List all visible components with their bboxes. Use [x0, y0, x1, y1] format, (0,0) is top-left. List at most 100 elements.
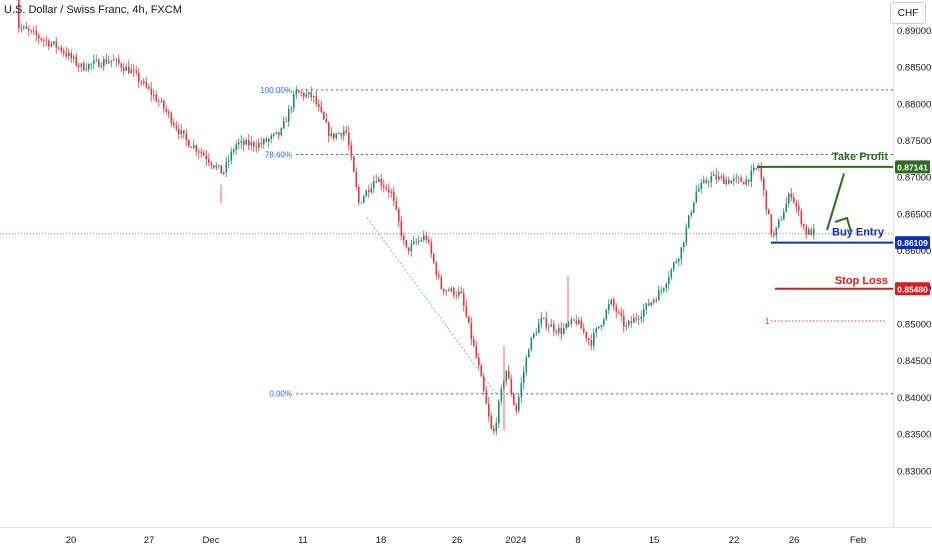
candle-body	[595, 328, 598, 333]
candle-body	[580, 320, 583, 329]
candle-body	[305, 93, 308, 97]
stop-marker-label: 1	[765, 317, 770, 326]
candle-body	[505, 370, 508, 382]
candle-body	[410, 243, 413, 252]
trade-level-label: Buy Entry	[832, 227, 885, 239]
candle-body	[318, 104, 320, 107]
candle-body	[323, 111, 325, 120]
candle-body	[760, 166, 763, 179]
candle-body	[280, 128, 283, 136]
candle-body	[65, 52, 68, 57]
candle-body	[778, 220, 780, 228]
candle-body	[258, 142, 260, 148]
candle-body	[455, 295, 458, 297]
candle-body	[48, 40, 50, 47]
candle-body	[130, 69, 133, 74]
candle-body	[338, 133, 340, 134]
candle-body	[530, 337, 533, 350]
candle-body	[470, 322, 473, 340]
candle-body	[295, 90, 298, 95]
candle-body	[343, 130, 345, 136]
price-tag	[895, 282, 930, 296]
candle-body	[545, 317, 548, 328]
candle-body	[150, 88, 153, 95]
candle-body	[733, 178, 735, 181]
candle-body	[703, 180, 705, 183]
candle-body	[328, 122, 330, 137]
candle-body	[628, 321, 630, 326]
candle-body	[278, 131, 280, 136]
candle-body	[253, 142, 255, 147]
candle-body	[98, 59, 100, 68]
candle-body	[445, 290, 448, 292]
candle-body	[330, 133, 333, 137]
candle-body	[40, 38, 43, 41]
y-tick-label: 0.89000	[897, 26, 931, 37]
candle-body	[385, 187, 388, 190]
candle-body	[120, 63, 123, 68]
candle-body	[648, 303, 650, 306]
candle-body	[725, 179, 728, 184]
candle-body	[238, 142, 240, 145]
candle-body	[475, 345, 478, 358]
x-tick-label: Dec	[203, 535, 220, 546]
candle-body	[808, 229, 810, 235]
candle-body	[743, 181, 745, 185]
candle-body	[813, 228, 815, 236]
candle-body	[80, 63, 83, 67]
candle-body	[528, 349, 530, 358]
candle-body	[218, 165, 220, 166]
candle-body	[583, 328, 585, 332]
candle-body	[243, 140, 245, 145]
candle-body	[400, 221, 403, 236]
candle-body	[145, 81, 148, 87]
candle-body	[745, 179, 748, 185]
candle-body	[310, 92, 313, 97]
candle-body	[103, 59, 105, 67]
candle-body	[563, 328, 565, 334]
candle-body	[35, 30, 38, 36]
candle-body	[770, 214, 773, 235]
candle-body	[345, 130, 348, 133]
candle-body	[245, 139, 248, 145]
candle-body	[645, 303, 648, 310]
candle-body	[75, 56, 78, 66]
y-tick-label: 0.83000	[897, 466, 931, 477]
candle-body	[403, 235, 405, 240]
candle-body	[578, 320, 580, 324]
candle-body	[635, 318, 638, 320]
candle-body	[673, 262, 675, 270]
candle-body	[450, 288, 453, 292]
trade-level-label: Take Profit	[832, 151, 888, 163]
candle-body	[170, 113, 173, 124]
candle-body	[73, 56, 75, 59]
candle-body	[535, 333, 538, 334]
candle-body	[798, 206, 800, 211]
candle-body	[358, 186, 360, 203]
candle-body	[30, 30, 33, 32]
candle-body	[440, 277, 443, 289]
candle-body	[340, 133, 343, 136]
candle-body	[623, 315, 625, 327]
candle-body	[405, 239, 408, 248]
fib-level-label: 0.00%	[269, 390, 292, 399]
currency-button[interactable]: CHF	[890, 2, 926, 24]
candle-body	[263, 139, 265, 145]
candle-body	[63, 51, 65, 53]
candle-body	[573, 319, 575, 321]
candle-body	[100, 66, 103, 68]
candle-body	[255, 146, 258, 148]
candle-body	[480, 365, 483, 377]
y-tick-label: 0.85000	[897, 320, 931, 331]
candle-body	[650, 302, 653, 306]
candle-body	[193, 145, 195, 148]
candle-body	[265, 139, 268, 142]
candle-body	[383, 185, 385, 188]
candle-body	[360, 202, 363, 204]
candle-body	[660, 290, 663, 292]
candle-body	[268, 138, 270, 142]
candle-body	[173, 123, 175, 126]
candle-body	[700, 182, 703, 189]
candle-body	[433, 253, 435, 263]
